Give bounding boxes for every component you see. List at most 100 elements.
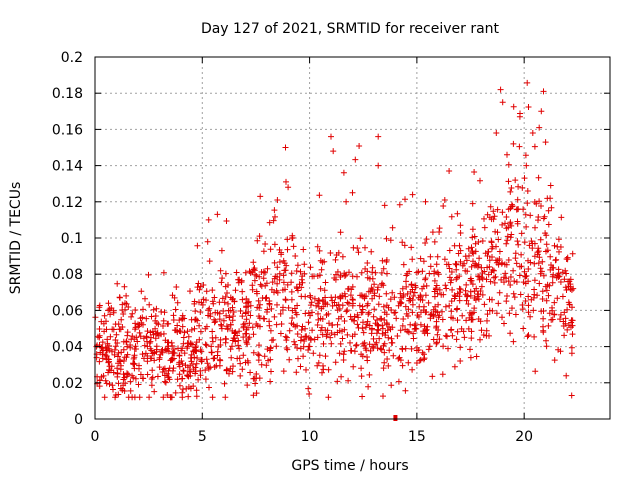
data-point bbox=[389, 289, 396, 296]
data-point bbox=[564, 326, 571, 333]
data-point bbox=[435, 271, 442, 278]
data-point bbox=[568, 344, 575, 351]
data-point bbox=[250, 259, 257, 266]
data-point bbox=[182, 362, 189, 369]
data-point bbox=[156, 364, 163, 371]
data-point bbox=[305, 319, 312, 326]
data-point bbox=[274, 197, 281, 203]
data-point bbox=[491, 279, 498, 286]
data-point bbox=[316, 272, 323, 279]
data-point bbox=[530, 307, 537, 314]
data-point bbox=[139, 351, 146, 358]
data-point bbox=[459, 262, 466, 269]
data-point bbox=[508, 231, 515, 238]
x-tick-label: 0 bbox=[91, 429, 100, 445]
data-point bbox=[297, 268, 304, 275]
data-point bbox=[388, 382, 395, 389]
data-point bbox=[468, 263, 475, 270]
data-point bbox=[419, 268, 426, 275]
data-point bbox=[556, 248, 562, 255]
data-point bbox=[286, 327, 293, 334]
data-point bbox=[335, 249, 342, 256]
data-point bbox=[293, 284, 300, 290]
data-point bbox=[171, 294, 178, 301]
data-point bbox=[505, 161, 512, 168]
data-point bbox=[410, 335, 417, 342]
data-point bbox=[217, 267, 224, 274]
data-point bbox=[535, 260, 542, 267]
data-point bbox=[256, 233, 263, 240]
data-point bbox=[270, 217, 277, 224]
data-point bbox=[239, 288, 246, 295]
y-tick-label: 0.12 bbox=[52, 195, 83, 211]
data-point bbox=[245, 298, 252, 305]
data-point bbox=[94, 333, 101, 340]
data-point bbox=[510, 140, 517, 147]
data-point bbox=[348, 347, 355, 354]
data-point bbox=[253, 288, 260, 295]
data-point bbox=[521, 239, 528, 246]
chart-title: Day 127 of 2021, SRMTID for receiver ran… bbox=[201, 21, 500, 37]
data-point bbox=[230, 309, 237, 315]
data-point bbox=[323, 333, 330, 340]
data-point bbox=[284, 236, 291, 243]
data-point bbox=[197, 283, 204, 290]
data-point bbox=[278, 321, 285, 327]
data-point bbox=[343, 198, 350, 205]
data-point bbox=[230, 363, 236, 370]
data-point bbox=[543, 287, 550, 294]
data-point bbox=[507, 220, 514, 227]
data-point bbox=[501, 320, 507, 327]
data-point bbox=[114, 370, 121, 377]
data-point bbox=[271, 207, 278, 214]
data-point bbox=[307, 292, 314, 299]
data-point bbox=[320, 340, 327, 347]
data-point bbox=[274, 301, 280, 308]
data-point bbox=[172, 389, 179, 396]
data-point bbox=[317, 285, 324, 292]
data-point bbox=[402, 326, 409, 333]
data-point bbox=[271, 259, 278, 266]
data-point bbox=[347, 292, 354, 299]
data-point bbox=[519, 184, 526, 191]
data-point bbox=[535, 245, 542, 252]
data-point bbox=[378, 269, 385, 276]
data-point bbox=[316, 352, 323, 359]
data-point bbox=[364, 268, 371, 275]
data-point bbox=[292, 253, 299, 259]
data-point bbox=[137, 371, 144, 378]
data-point bbox=[207, 310, 214, 317]
data-point bbox=[510, 290, 517, 297]
data-point bbox=[124, 351, 131, 358]
data-point bbox=[103, 380, 110, 387]
data-point bbox=[165, 374, 171, 381]
data-point bbox=[446, 274, 453, 281]
data-point bbox=[368, 285, 375, 292]
data-point bbox=[489, 254, 495, 260]
data-point bbox=[358, 309, 365, 316]
data-point bbox=[494, 206, 501, 213]
data-point bbox=[422, 240, 429, 246]
data-point bbox=[218, 325, 225, 332]
data-point bbox=[106, 306, 113, 313]
data-point bbox=[530, 294, 537, 301]
data-point bbox=[328, 133, 334, 140]
data-point bbox=[202, 341, 209, 348]
data-point bbox=[501, 274, 507, 281]
data-point bbox=[448, 298, 455, 305]
data-point bbox=[172, 327, 179, 334]
data-point bbox=[144, 358, 151, 365]
data-point bbox=[150, 331, 157, 338]
data-point bbox=[297, 345, 304, 352]
data-point bbox=[277, 310, 284, 317]
data-point bbox=[476, 255, 483, 262]
data-point bbox=[96, 326, 103, 332]
data-point bbox=[316, 247, 323, 254]
data-point bbox=[430, 336, 437, 343]
data-point bbox=[375, 284, 381, 291]
data-point bbox=[125, 394, 132, 401]
data-point bbox=[162, 346, 169, 353]
data-point bbox=[291, 305, 298, 312]
data-point bbox=[156, 356, 163, 363]
data-point bbox=[262, 282, 269, 289]
